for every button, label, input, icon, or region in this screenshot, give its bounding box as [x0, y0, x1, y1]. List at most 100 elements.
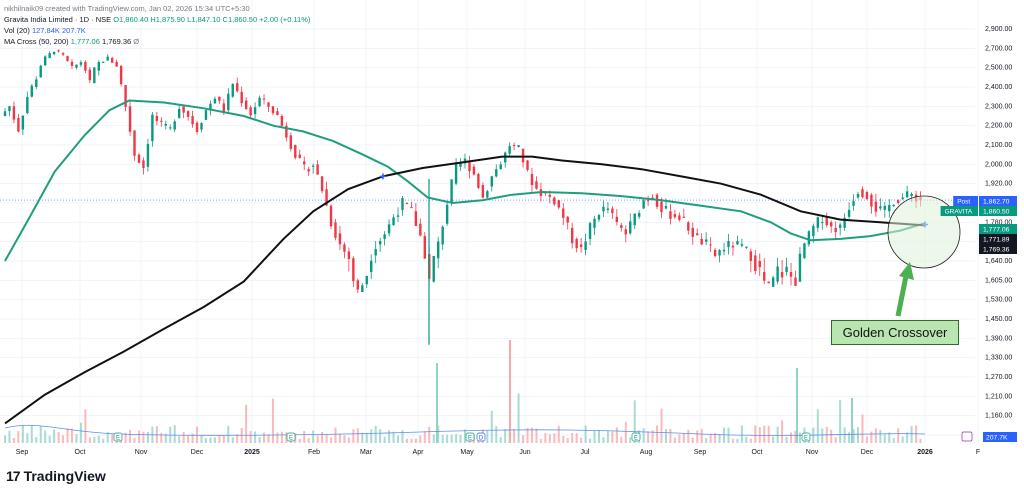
volume-bar	[97, 435, 100, 443]
volume-bar	[227, 425, 230, 443]
volume-bar	[307, 438, 310, 443]
volume-bar	[187, 435, 190, 443]
volume-bar	[767, 425, 770, 443]
volume-bar	[222, 435, 225, 443]
volume-bar	[374, 425, 377, 443]
volume-bar	[593, 431, 596, 443]
volume-bar	[874, 428, 877, 443]
volume-bar	[93, 436, 96, 443]
candle-body	[673, 214, 677, 218]
candle-body	[267, 102, 270, 107]
ma-hidden-icon[interactable]: Ø	[133, 37, 140, 46]
volume-bar	[602, 437, 605, 443]
volume-bar	[723, 427, 726, 443]
candle-body	[414, 211, 418, 226]
candle-body	[12, 106, 16, 120]
volume-bar	[915, 425, 918, 443]
candle-body	[17, 117, 20, 132]
candle-body	[432, 255, 435, 282]
chart-header: nikhilnaik09 created with TradingView.co…	[4, 3, 310, 47]
ma-indicator-label[interactable]: MA Cross (50, 200)	[4, 37, 69, 46]
candle-body	[361, 285, 364, 292]
volume-bar	[397, 435, 400, 443]
volume-bar	[821, 428, 824, 443]
event-marker-label: E	[289, 436, 293, 442]
candle-body	[262, 98, 266, 100]
candle-body	[253, 107, 257, 115]
price-axis[interactable]: 2,900.00 2,700.00 2,500.00 2,400.00 2,300.00…	[985, 26, 1012, 439]
symbol-line[interactable]: Gravita India Limited · 1D · NSE	[4, 15, 112, 24]
candle-body	[557, 200, 560, 208]
candle-body	[615, 216, 619, 223]
time-axis[interactable]: Sep Oct Nov Dec 2025 Feb Mar Apr May Jun Jul Aug Sep…	[16, 432, 980, 456]
candle-body	[173, 121, 176, 130]
candle-body	[378, 241, 382, 245]
event-marker	[476, 432, 486, 442]
candle-body	[892, 204, 895, 206]
candle-body	[370, 260, 373, 273]
volume-bar	[164, 433, 167, 443]
candle-body	[52, 51, 56, 55]
candle-body	[530, 174, 534, 186]
volume-bar	[124, 432, 127, 443]
candle-body	[119, 65, 123, 85]
candle-body	[566, 216, 569, 223]
candle-body	[84, 61, 87, 71]
candle-body	[410, 207, 413, 209]
time-tick-label: Sep	[16, 449, 29, 456]
price-tick-label: 1,780.00	[985, 219, 1012, 226]
volume-indicator-label[interactable]: Vol (20)	[4, 26, 30, 35]
candle-body	[8, 106, 11, 112]
volume-bar	[4, 435, 6, 443]
candle-body	[303, 161, 306, 165]
volume-bar	[285, 432, 288, 443]
candle-body	[294, 145, 297, 158]
event-marker-label: D	[479, 436, 484, 442]
tradingview-logo[interactable]: 17 TradingView	[6, 468, 106, 484]
candle-body	[763, 272, 766, 281]
volume-bar	[204, 438, 207, 443]
price-tick-label: 1,160.00	[985, 413, 1012, 420]
candle-body	[579, 244, 583, 248]
price-tick-label: 1,390.00	[985, 335, 1012, 342]
price-tag	[953, 196, 978, 206]
volume-bar	[490, 410, 493, 443]
candle-body	[441, 226, 444, 245]
candle-body	[405, 203, 409, 204]
volume-bar	[231, 437, 234, 443]
candle-body	[97, 62, 100, 71]
price-label-bg	[979, 234, 1017, 244]
volume-bar	[57, 432, 60, 443]
price-tag-text: Post	[957, 199, 970, 206]
volume-bar	[35, 436, 38, 443]
volume-bar	[731, 438, 734, 443]
price-tick-label: 2,200.00	[985, 123, 1012, 130]
candle-body	[575, 238, 578, 249]
candle-body	[182, 106, 185, 113]
event-marker-label: E	[634, 436, 638, 442]
volume-bar	[8, 430, 11, 443]
candle-body	[700, 238, 703, 245]
volume-bar	[70, 428, 73, 443]
candle-body	[517, 145, 520, 147]
volume-bar	[213, 437, 216, 443]
candle-body	[803, 243, 806, 259]
candle-body	[79, 62, 83, 65]
candle-body	[798, 253, 802, 282]
candle-body	[901, 197, 904, 199]
candle-body	[562, 208, 565, 218]
candle-body	[883, 205, 887, 210]
candle-body	[749, 251, 753, 261]
time-tick-label: Dec	[191, 449, 204, 456]
volume-bar	[209, 437, 212, 443]
candle-body	[356, 280, 360, 290]
candle-body	[115, 61, 118, 67]
volume-bar	[906, 432, 909, 443]
volume-bar	[44, 430, 47, 443]
time-tick-label: 2025	[244, 449, 260, 456]
candle-body	[102, 61, 105, 63]
volume-bar	[379, 429, 382, 443]
candle-body	[910, 193, 913, 197]
volume-bar	[75, 433, 78, 443]
